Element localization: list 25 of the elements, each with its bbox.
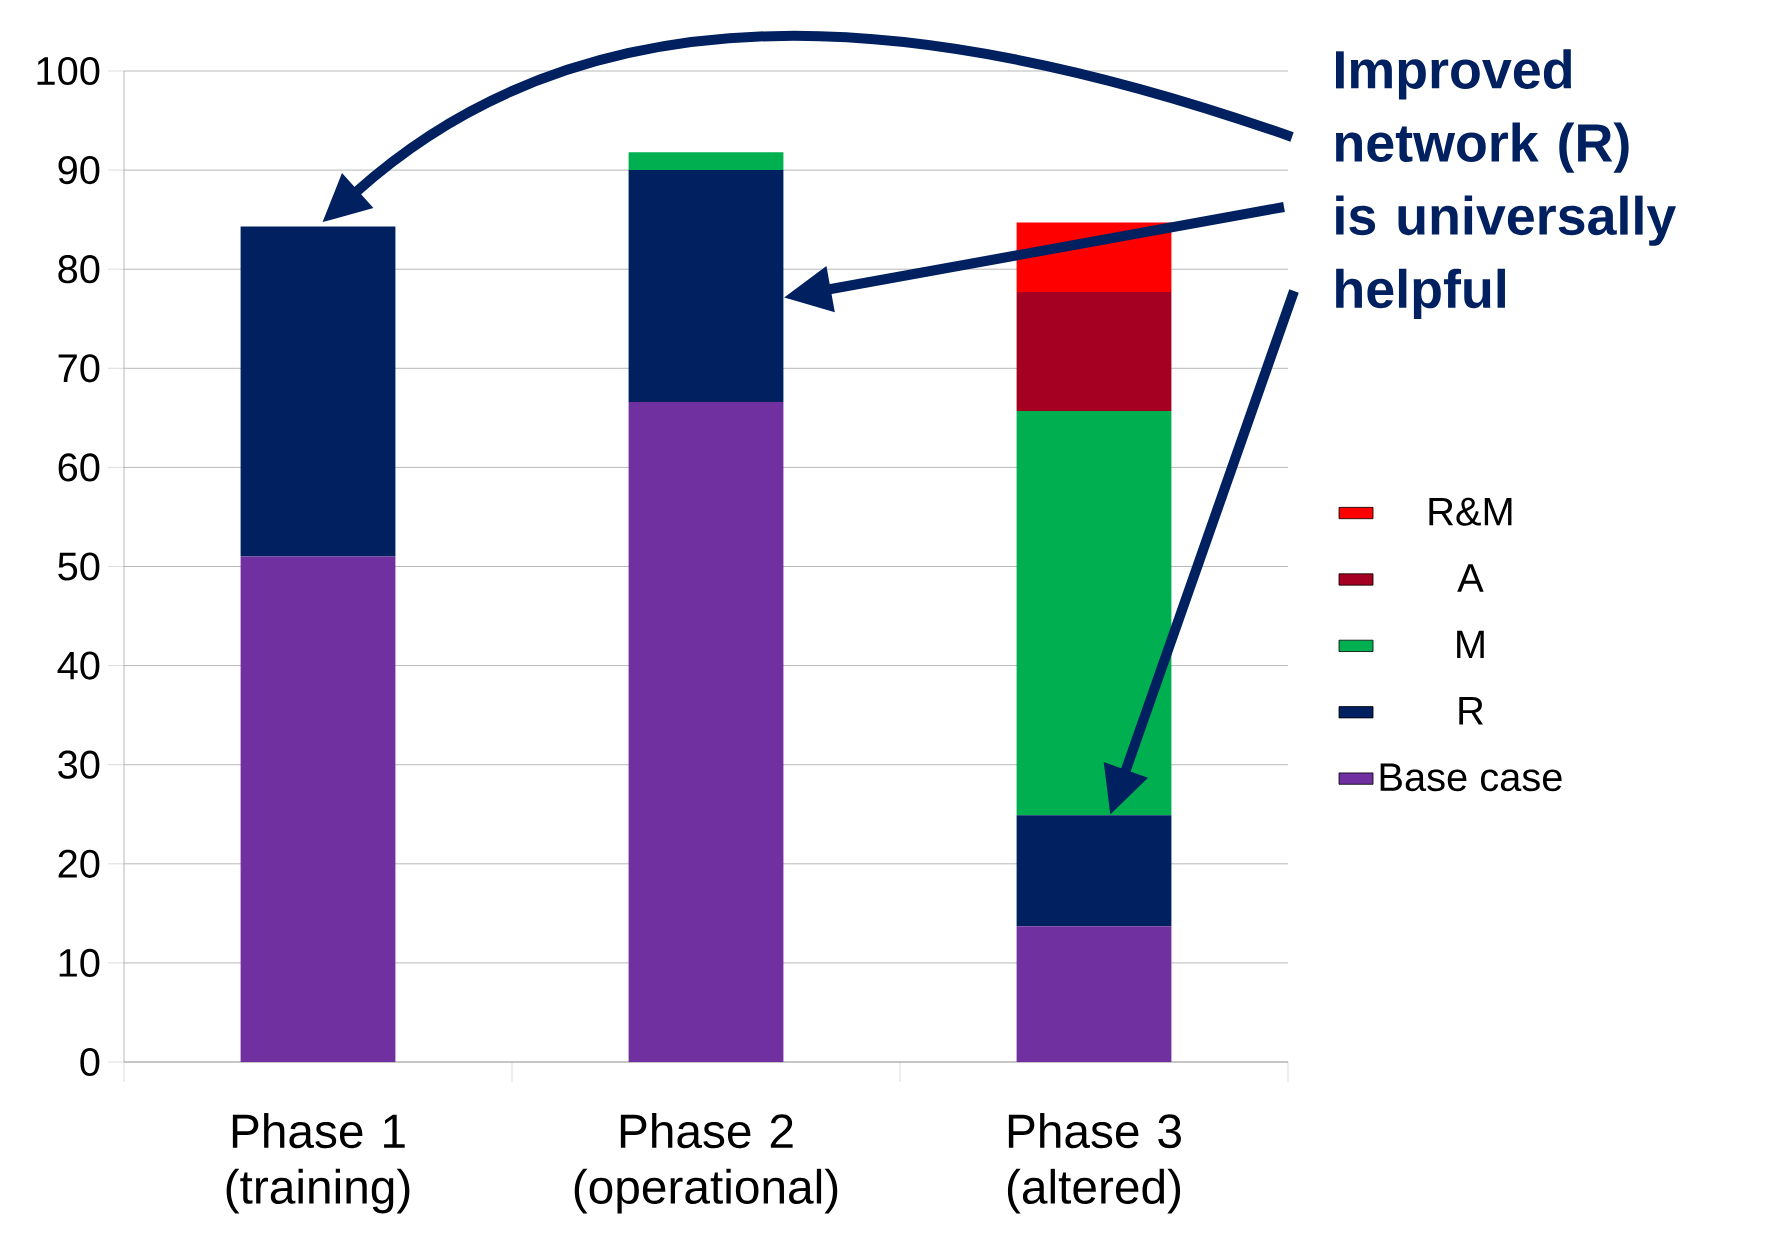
x-tick-label: Phase 2 (operational) (574, 1113, 838, 1214)
y-tick-label: 80 (58, 255, 100, 284)
legend-label: R (1459, 697, 1483, 725)
y-tick-label: 0 (80, 1047, 100, 1077)
bar (628, 152, 784, 171)
y-tick-label: 50 (58, 552, 100, 581)
legend-label: M (1457, 630, 1484, 659)
y-tick-label: 70 (58, 354, 100, 383)
x-tick-label: Phase 3 (altered) (1007, 1113, 1181, 1214)
legend-label: R&M (1429, 497, 1512, 526)
y-tick-label: 60 (58, 453, 100, 482)
legend-label: A (1457, 564, 1484, 592)
y-tick-label: 30 (58, 750, 100, 779)
bar (1016, 926, 1172, 1062)
legend-label: Base case (1380, 763, 1562, 792)
bar (240, 556, 396, 1062)
y-tick-label: 10 (59, 948, 100, 977)
bar (240, 226, 396, 557)
text: Improved network (R) is universally helpful (1335, 49, 1677, 319)
bar (628, 401, 784, 1062)
y-tick-label: 40 (57, 651, 100, 680)
x-tick-label: Phase 1 (training) (226, 1113, 410, 1214)
y-tick-label: 100 (37, 56, 100, 86)
y-tick-label: 20 (58, 849, 100, 878)
y-tick-label: 90 (58, 156, 100, 185)
